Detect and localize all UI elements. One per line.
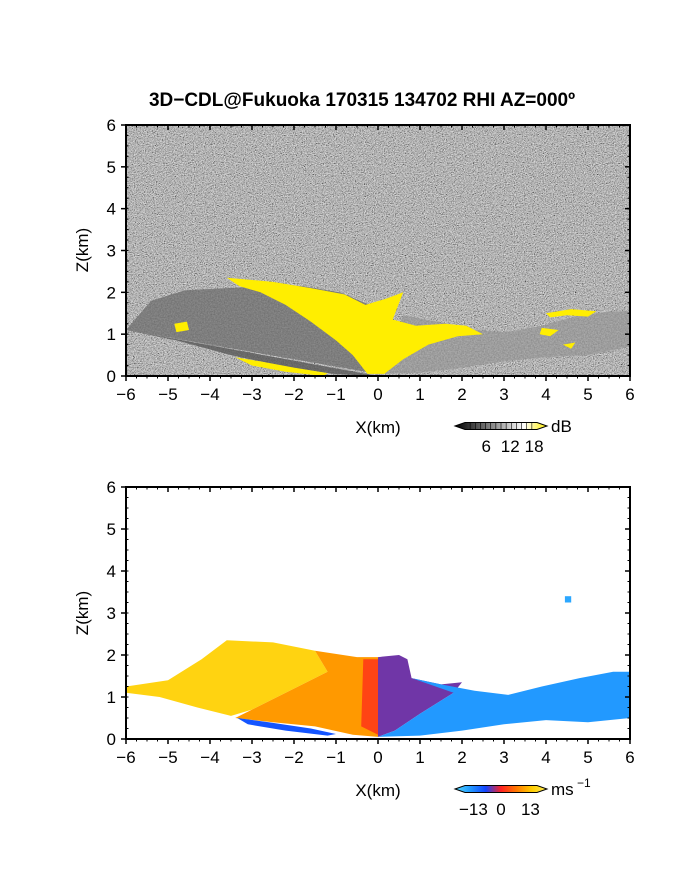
snr-x-tick-label: 3 (499, 385, 508, 404)
snr-x-tick-label: −6 (116, 385, 135, 404)
snr-y-tick-label: 3 (107, 242, 116, 261)
velocity-colorbar-unit-exponent: −1 (577, 776, 591, 790)
snr-y-tick-label: 1 (107, 325, 116, 344)
velocity-x-tick-label: −3 (242, 748, 261, 767)
snr-y-tick-label: 4 (107, 200, 116, 219)
snr-colorbar-unit: dB (551, 417, 572, 436)
velocity-region-away-far (378, 671, 630, 737)
velocity-y-tick-label: 3 (107, 604, 116, 623)
velocity-x-tick-label: −4 (200, 748, 219, 767)
velocity-colorbar-tick-label: 13 (521, 800, 540, 819)
velocity-region-toward-core (361, 659, 378, 735)
snr-saturated-yellow-right-small (562, 342, 576, 349)
snr-x-tick-label: −4 (200, 385, 219, 404)
velocity-y-axis-label: Z(km) (73, 591, 92, 635)
snr-x-tick-label: 5 (583, 385, 592, 404)
snr-x-tick-label: −3 (242, 385, 261, 404)
snr-x-tick-label: 1 (415, 385, 424, 404)
velocity-region-toward-left-inner (235, 650, 378, 737)
snr-y-axis-label: Z(km) (73, 228, 92, 272)
figure-title: 3D−CDL@Fukuoka 170315 134702 RHI AZ=000º (149, 90, 575, 111)
snr-x-tick-label: 0 (373, 385, 382, 404)
snr-saturated-yellow-left-spot (174, 321, 189, 333)
snr-y-tick-label: 5 (107, 158, 116, 177)
snr-y-tick-label: 2 (107, 283, 116, 302)
velocity-x-axis-label: X(km) (355, 781, 400, 800)
velocity-colorbar-tick-label: −13 (459, 800, 488, 819)
velocity-region-bottom-left-speckle (237, 718, 336, 736)
snr-saturated-yellow-right-top (546, 309, 597, 318)
velocity-x-tick-label: 6 (625, 748, 634, 767)
snr-x-tick-label: −1 (326, 385, 345, 404)
snr-x-axis-label: X(km) (355, 418, 400, 437)
velocity-y-tick-label: 6 (107, 478, 116, 497)
velocity-region-away-near (378, 655, 462, 737)
velocity-x-tick-label: −5 (158, 748, 177, 767)
velocity-x-tick-label: 2 (457, 748, 466, 767)
velocity-x-tick-label: 4 (541, 748, 550, 767)
snr-saturated-yellow-bottom-left (235, 357, 328, 376)
velocity-x-tick-label: 0 (373, 748, 382, 767)
velocity-region-toward-left-outer (126, 640, 328, 716)
velocity-x-tick-label: 5 (583, 748, 592, 767)
velocity-colorbar: ms −1 −13 0 13 (453, 776, 591, 819)
velocity-y-tick-label: 0 (107, 730, 116, 749)
velocity-x-tick-label: −1 (326, 748, 345, 767)
snr-x-tick-label: 6 (625, 385, 634, 404)
velocity-x-tick-label: 3 (499, 748, 508, 767)
velocity-x-tick-label: −6 (116, 748, 135, 767)
snr-x-tick-label: −2 (284, 385, 303, 404)
snr-colorbar-tick-label: 18 (525, 437, 544, 456)
snr-colorbar: dB 6 12 18 (453, 417, 572, 456)
velocity-y-tick-label: 4 (107, 562, 116, 581)
snr-y-tick-label: 0 (107, 367, 116, 386)
velocity-x-tick-label: 1 (415, 748, 424, 767)
velocity-y-tick-label: 5 (107, 520, 116, 539)
velocity-panel: −6 −5 −4 −3 −2 −1 0 1 2 3 4 5 6 0 1 2 3 4 5 6 X(km) Z(km) m… (73, 478, 635, 819)
velocity-y-tick-label: 1 (107, 688, 116, 707)
snr-colorbar-tick-label: 6 (482, 437, 491, 456)
velocity-y-tick-label: 2 (107, 646, 116, 665)
snr-x-tick-label: 2 (457, 385, 466, 404)
velocity-colorbar-tick-label: 0 (496, 800, 505, 819)
snr-x-tick-label: 4 (541, 385, 550, 404)
snr-x-tick-label: −5 (158, 385, 177, 404)
velocity-colorbar-bar (453, 785, 549, 793)
snr-colorbar-tick-label: 12 (501, 437, 520, 456)
snr-saturated-yellow-upper-left (226, 277, 484, 374)
velocity-colorbar-unit: ms (551, 780, 574, 799)
snr-y-tick-label: 6 (107, 116, 116, 135)
velocity-region-isolated-point (564, 596, 572, 603)
velocity-x-tick-label: −2 (284, 748, 303, 767)
snr-saturated-yellow-right-mid (539, 327, 559, 337)
